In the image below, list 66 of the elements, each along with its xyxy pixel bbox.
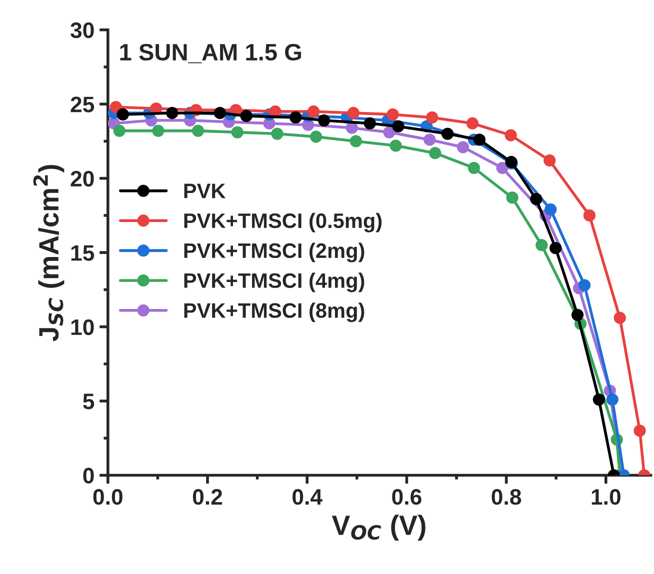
point	[550, 242, 562, 254]
y-tick-label: 10	[71, 319, 94, 336]
point	[441, 128, 454, 140]
point	[152, 124, 164, 137]
legend-label: PVK+TMSCI (8mg)	[184, 302, 364, 322]
point	[424, 134, 436, 146]
point	[592, 393, 606, 406]
point	[544, 154, 556, 167]
legend-label: PVK+TMSCI (4mg)	[184, 272, 364, 292]
point	[110, 100, 122, 114]
y-tick-label: 25	[70, 96, 94, 112]
point	[113, 124, 126, 137]
point	[166, 106, 178, 120]
point	[468, 162, 480, 174]
point	[350, 135, 362, 148]
point	[214, 106, 226, 120]
point	[466, 117, 479, 130]
point	[429, 147, 442, 160]
x-tick-label: 1.0	[592, 489, 620, 505]
point	[496, 162, 508, 174]
point	[346, 122, 358, 134]
point	[571, 308, 584, 321]
point	[290, 111, 302, 124]
point	[536, 239, 548, 252]
point	[364, 117, 376, 130]
x-tick-label: 0.2	[192, 489, 222, 505]
y-tick-label: 15	[71, 245, 94, 261]
point	[383, 126, 396, 138]
point	[386, 108, 399, 121]
point	[426, 111, 438, 124]
point	[271, 128, 284, 140]
point	[504, 129, 517, 142]
y-tick-label: 20	[70, 170, 94, 187]
x-tick-label: 0.0	[93, 489, 122, 505]
legend-label: PVK+TMSCI (0.5mg)	[184, 212, 382, 232]
point	[473, 134, 486, 146]
point	[634, 424, 646, 437]
point	[310, 130, 322, 143]
point	[192, 124, 204, 137]
point	[308, 105, 320, 118]
y-tick-label: 0	[83, 468, 94, 484]
x-tick-label: 0.6	[392, 489, 422, 505]
point	[578, 279, 591, 292]
point	[318, 114, 330, 126]
point	[614, 312, 626, 324]
y-axis-title: J$_{SC}$ (mA/cm$^{2}$)	[33, 164, 64, 342]
x-tick-label: 0.8	[492, 489, 522, 505]
point	[456, 141, 470, 154]
point	[392, 120, 404, 132]
x-axis-title: V$_{OC}$ (V)	[332, 514, 426, 541]
point	[116, 108, 129, 121]
point	[506, 192, 518, 204]
point	[390, 140, 402, 152]
point	[583, 209, 596, 222]
annotation: 1 SUN_AM 1.5 G	[120, 44, 301, 64]
legend-label: PVK	[184, 184, 226, 198]
point	[347, 106, 360, 120]
point	[606, 393, 618, 406]
point	[530, 193, 542, 206]
legend-label: PVK+TMSCI (2mg)	[184, 242, 364, 262]
x-tick-label: 0.4	[292, 489, 322, 505]
y-tick-label: 30	[70, 22, 94, 38]
point	[240, 110, 252, 122]
point	[544, 203, 557, 216]
point	[231, 126, 244, 138]
y-tick-label: 5	[83, 394, 94, 410]
